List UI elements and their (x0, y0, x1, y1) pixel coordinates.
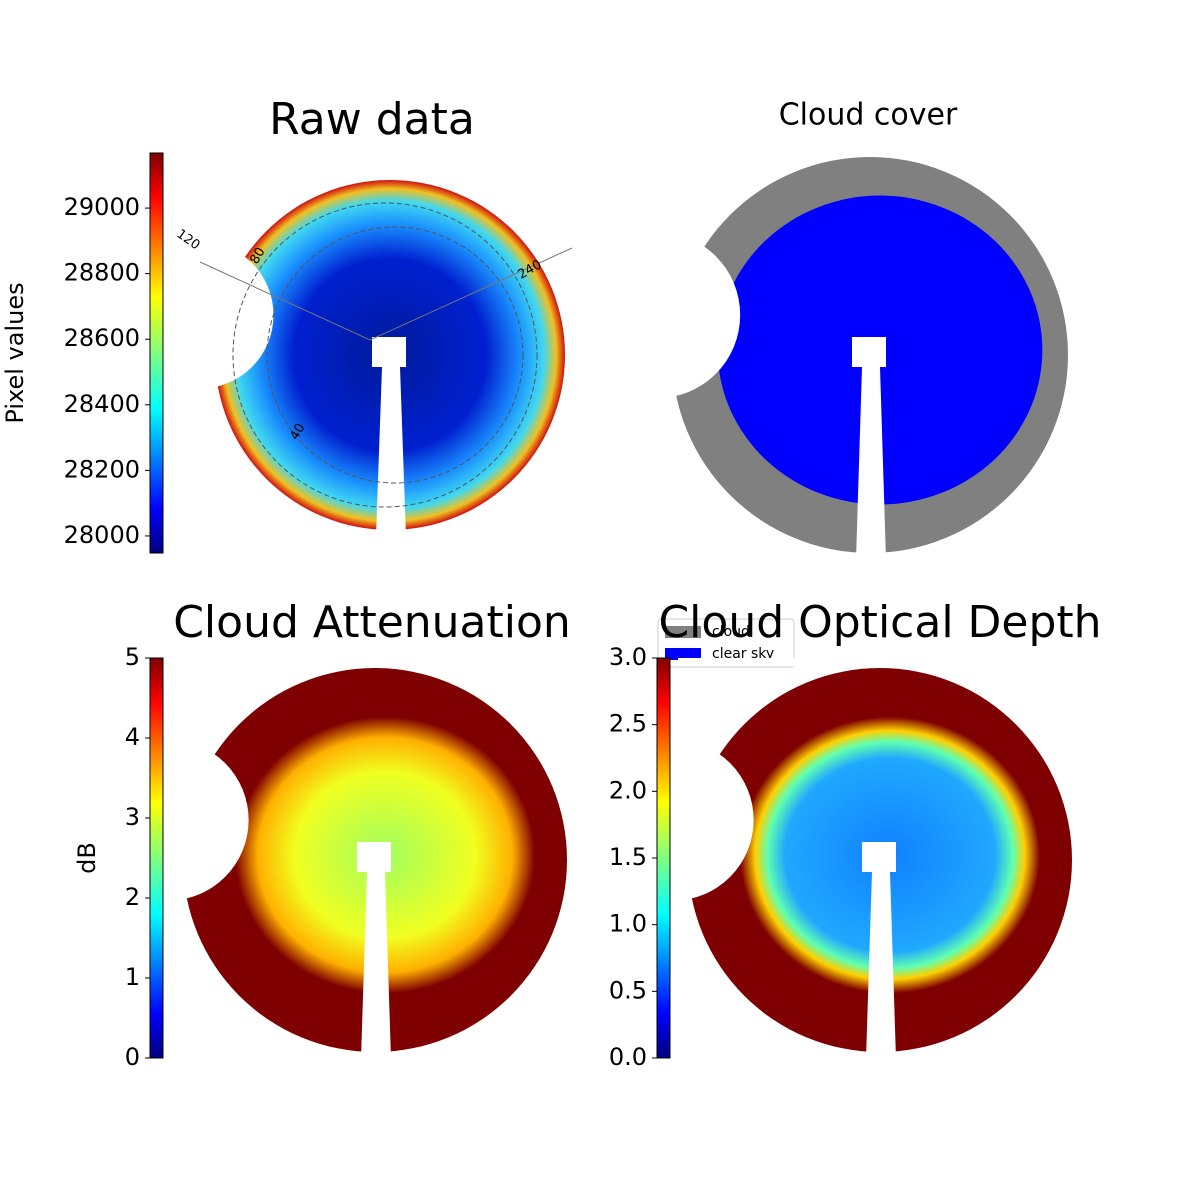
chart-title: Raw data (269, 94, 475, 145)
sky-image (592, 658, 1082, 1059)
mask-notch (87, 739, 249, 901)
polar-label: 80 (247, 245, 268, 267)
colorbar-tick-label: 1.0 (609, 910, 647, 938)
legend-swatch (665, 626, 701, 638)
colorbar-tick-label: 2.0 (609, 776, 647, 804)
polar-ring (232, 202, 538, 508)
mask-top (205, 170, 575, 178)
mask-pole (862, 842, 896, 1059)
mask-pole (357, 842, 391, 1059)
sky-image (126, 170, 575, 537)
colorbar-tick-label: 2 (125, 883, 140, 911)
colorbar-tick-label: 1 (125, 963, 140, 991)
colorbar (149, 152, 164, 554)
chart-title: Cloud Optical Depth (658, 597, 1101, 648)
colorbar-tick-label: 28000 (64, 521, 140, 549)
colorbar-tick-label: 4 (125, 723, 140, 751)
colorbar (149, 657, 164, 1059)
colorbar-tick-label: 1.5 (609, 843, 647, 871)
colorbar-tick-label: 28200 (64, 455, 140, 483)
mask-notch (573, 231, 741, 399)
colorbar-tick-label: 3 (125, 803, 140, 831)
mask-pole (852, 337, 886, 560)
chart-title: Cloud Attenuation (173, 597, 571, 648)
mask-pole (372, 337, 406, 537)
colorbar-tick-label: 29000 (64, 193, 140, 221)
colorbar-tick-label: 0.5 (609, 976, 647, 1004)
colorbar-label: Pixel values (1, 282, 29, 423)
mask-top (173, 658, 577, 666)
legend-swatch (665, 648, 701, 660)
colorbar-tick-label: 0 (125, 1043, 140, 1071)
colorbar-tick-label: 0.0 (609, 1043, 647, 1071)
mask-notch (126, 241, 274, 389)
mask-top (662, 147, 1078, 155)
polar-label: 40 (287, 421, 308, 443)
colorbar-tick-label: 3.0 (609, 643, 647, 671)
colorbar-tick-label: 28400 (64, 390, 140, 418)
sky-image (87, 658, 577, 1059)
colorbar-tick-label: 28800 (64, 259, 140, 287)
colorbar (656, 657, 671, 1059)
mask-notch (592, 739, 754, 901)
colorbar-label: dB (73, 842, 101, 874)
mask-top (678, 658, 1082, 666)
colorbar-tick-label: 2.5 (609, 710, 647, 738)
sky-image (573, 147, 1078, 560)
polar-spoke (199, 247, 573, 341)
colorbar-tick-label: 5 (125, 643, 140, 671)
legend-label: cloud (712, 624, 750, 640)
colorbar-tick-label: 28600 (64, 324, 140, 352)
chart-title: Cloud cover (779, 98, 958, 133)
polar-ring (266, 226, 524, 484)
